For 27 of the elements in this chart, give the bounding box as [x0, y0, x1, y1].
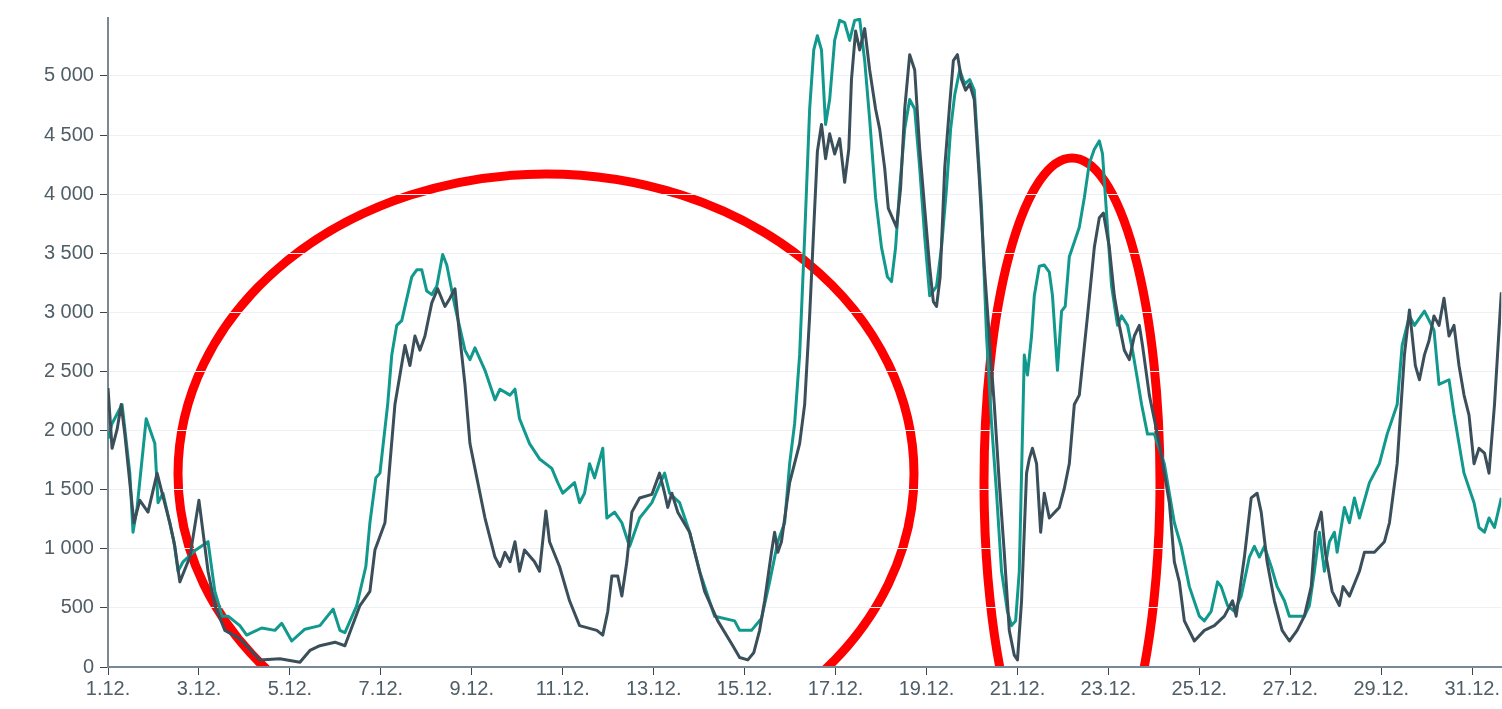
x-tick-label: 27.12.: [1262, 676, 1319, 699]
x-tick-label: 21.12.: [989, 676, 1046, 699]
x-tick-label: 25.12.: [1171, 676, 1228, 699]
x-tick-label: 31.12.: [1444, 676, 1500, 699]
x-tick-label: 13.12.: [625, 676, 682, 699]
x-tick-label: 19.12.: [898, 676, 955, 699]
x-tick-label: 11.12.: [535, 676, 590, 699]
x-tick-label: 9.12.: [449, 676, 495, 699]
x-tick-label: 1.12.: [85, 676, 131, 699]
y-tick-label: 0: [82, 654, 94, 677]
x-tick-label: 3.12.: [176, 676, 222, 699]
x-tick-label: 17.12.: [807, 676, 864, 699]
x-tick-label: 29.12.: [1353, 676, 1410, 699]
x-tick-label: 5.12.: [267, 676, 313, 699]
y-tick-label: 4 000: [43, 181, 94, 204]
x-tick-label: 23.12.: [1080, 676, 1137, 699]
y-tick-label: 1 000: [43, 536, 94, 559]
x-tick-label: 7.12.: [358, 676, 404, 699]
y-tick-label: 500: [60, 595, 94, 618]
y-tick-label: 2 000: [43, 418, 94, 441]
y-tick-label: 4 500: [43, 122, 94, 145]
y-tick-label: 2 500: [43, 358, 94, 381]
y-tick-label: 3 000: [43, 299, 94, 322]
y-tick-label: 1 500: [43, 477, 94, 500]
y-tick-label: 3 500: [43, 240, 94, 263]
y-tick-label: 5 000: [43, 63, 94, 86]
x-tick-label: 15.12.: [716, 676, 773, 699]
